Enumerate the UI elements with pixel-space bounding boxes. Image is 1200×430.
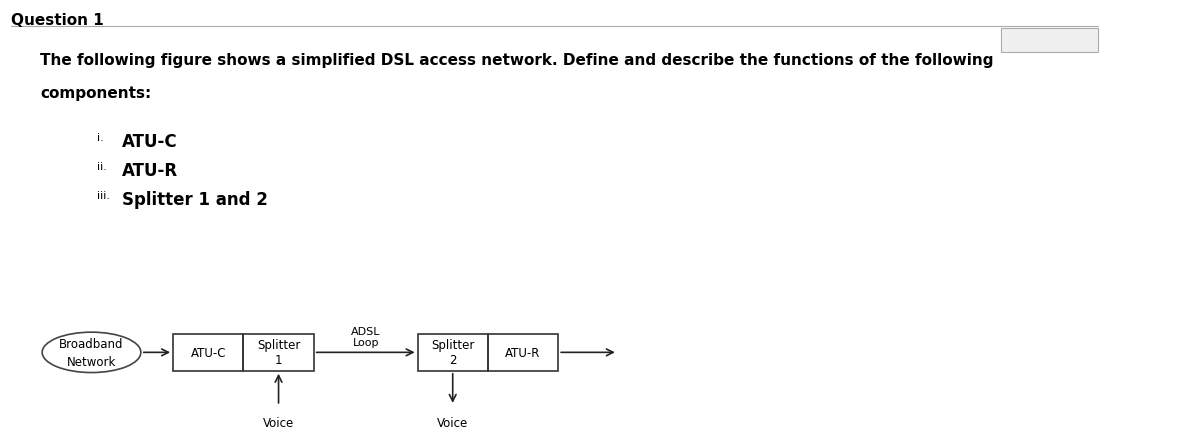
- Bar: [418, 334, 488, 371]
- Bar: [173, 334, 244, 371]
- Bar: [488, 334, 558, 371]
- Text: The following figure shows a simplified DSL access network. Define and describe : The following figure shows a simplified …: [40, 52, 994, 68]
- Text: Voice: Voice: [263, 416, 294, 429]
- Text: iii.: iii.: [97, 191, 110, 201]
- Text: ATU-C: ATU-C: [122, 132, 178, 150]
- Text: ATU-R: ATU-R: [122, 162, 179, 180]
- Text: components:: components:: [40, 86, 151, 101]
- Text: Loop: Loop: [353, 337, 379, 347]
- Text: ATU-C: ATU-C: [191, 346, 226, 359]
- Text: Splitter 1 and 2: Splitter 1 and 2: [122, 191, 269, 209]
- Text: Question 1: Question 1: [12, 12, 104, 28]
- Text: Splitter
2: Splitter 2: [431, 338, 474, 366]
- Text: Broadband: Broadband: [59, 337, 124, 350]
- Text: i.: i.: [97, 132, 104, 142]
- Text: Splitter
1: Splitter 1: [257, 338, 300, 366]
- Text: ii.: ii.: [97, 162, 107, 172]
- Bar: [244, 334, 313, 371]
- Text: ADSL: ADSL: [350, 326, 380, 337]
- Text: Voice: Voice: [437, 416, 468, 429]
- Bar: [1001, 29, 1098, 52]
- Text: ATU-R: ATU-R: [505, 346, 541, 359]
- Text: Network: Network: [67, 355, 116, 368]
